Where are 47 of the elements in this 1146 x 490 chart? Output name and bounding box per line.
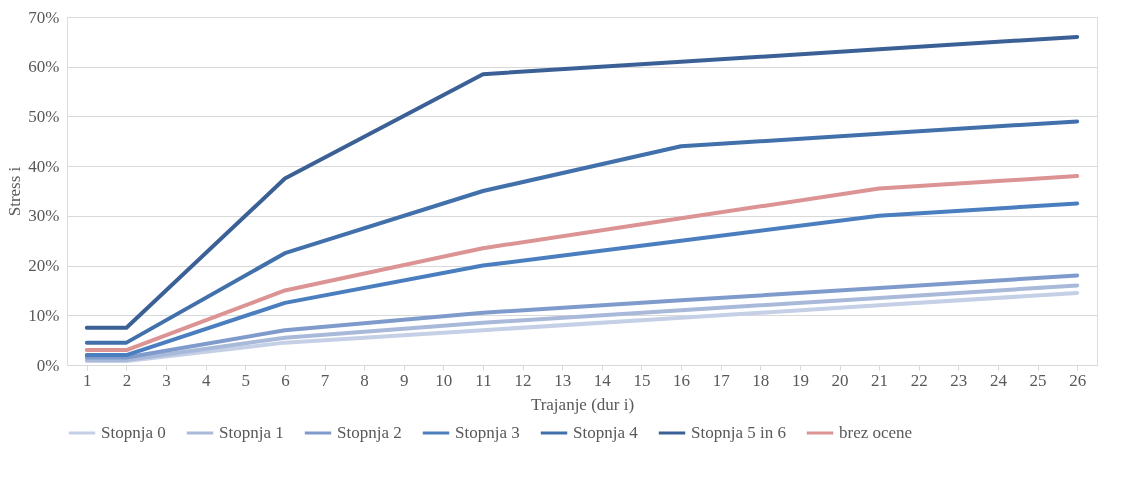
legend-label: Stopnja 3 [455,423,520,442]
x-tick-label: 3 [162,370,171,390]
legend-label: Stopnja 4 [573,423,639,442]
x-tick-label: 8 [360,370,369,390]
y-tick-label: 70% [28,7,60,27]
x-tick-label: 26 [1069,370,1087,390]
x-axis-title: Trajanje (dur i) [530,394,635,414]
x-tick-label: 24 [989,370,1008,390]
y-tick-label: 40% [28,156,60,176]
line-series [84,119,1080,345]
x-tick-label: 12 [514,370,532,390]
y-tick-label: 0% [36,355,60,375]
line-series [84,34,1080,330]
y-tick-label: 30% [28,206,60,226]
x-tick-label: 21 [871,370,889,390]
x-tick-label: 1 [83,370,92,390]
x-tick-label: 2 [122,370,132,390]
x-tick-label: 23 [950,370,968,390]
y-tick-label: 10% [28,305,60,325]
x-tick-label: 22 [910,370,928,390]
x-tick-label: 13 [554,370,572,390]
x-tick-label: 16 [673,370,691,390]
y-tick-label: 20% [28,256,60,276]
x-tick-label: 4 [201,370,211,390]
y-tick-label: 50% [28,106,60,126]
x-tick-label: 17 [712,370,731,390]
x-tick-label: 5 [241,370,251,390]
x-tick-label: 18 [752,370,770,390]
legend-label: Stopnja 2 [337,423,402,442]
x-tick-label: 15 [633,370,651,390]
x-tick-label: 11 [475,370,492,390]
legend-label: brez ocene [839,423,913,442]
x-tick-label: 19 [791,370,809,390]
x-tick-label: 10 [435,370,453,390]
x-tick-label: 14 [593,370,612,390]
legend-label: Stopnja 5 in 6 [691,423,786,442]
y-tick-label: 60% [28,57,60,77]
x-tick-label: 6 [281,370,290,390]
line-series [84,174,1080,353]
legend-label: Stopnja 1 [219,423,284,442]
line-series [84,201,1080,358]
x-tick-label: 25 [1029,370,1047,390]
x-tick-label: 9 [399,370,409,390]
legend-label: Stopnja 0 [101,423,166,442]
x-tick-label: 7 [320,370,330,390]
y-axis-title: Stress i [5,166,25,217]
x-tick-label: 20 [831,370,849,390]
